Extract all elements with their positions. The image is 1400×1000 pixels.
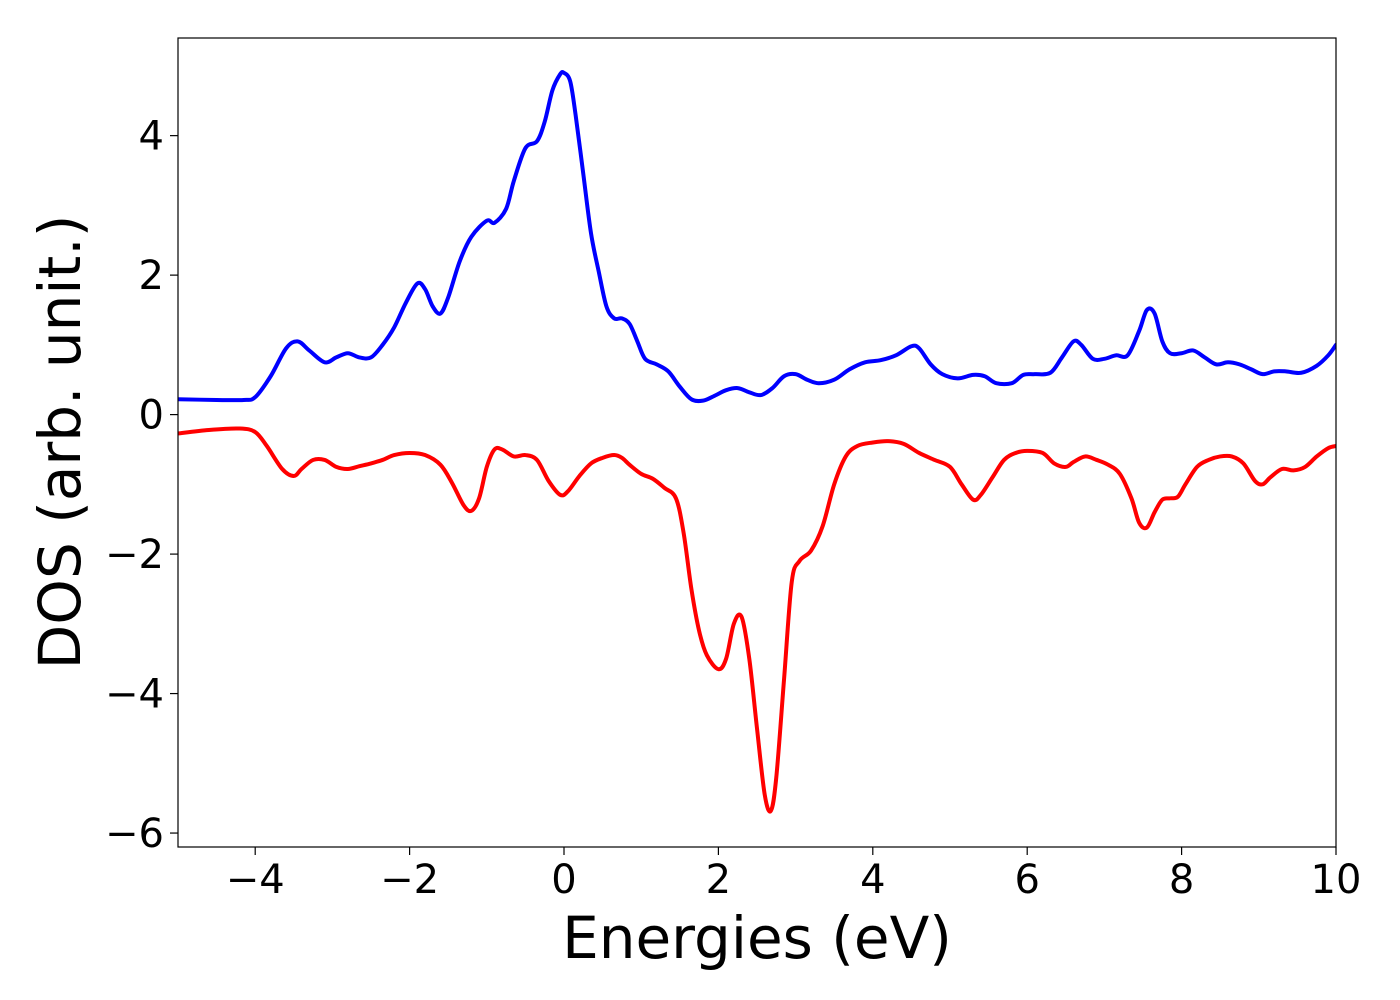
- y-tick-label: −2: [105, 532, 164, 578]
- x-tick-label: 6: [1014, 857, 1039, 903]
- x-tick-label: 8: [1169, 857, 1194, 903]
- x-axis-ticks: −4 −2 0 2 4 6 8 10: [226, 847, 1362, 903]
- y-tick-label: 2: [139, 253, 164, 299]
- x-tick-label: 4: [860, 857, 885, 903]
- y-tick-label: −6: [105, 811, 164, 857]
- y-axis-label: DOS (arb. unit.): [26, 215, 94, 670]
- x-axis-label: Energies (eV): [562, 904, 952, 972]
- x-tick-label: −4: [226, 857, 285, 903]
- series-layer: [178, 70, 1336, 814]
- series-line-1: [178, 70, 1336, 404]
- x-tick-label: 2: [706, 857, 731, 903]
- plot-frame: [177, 37, 1337, 848]
- x-tick-label: −2: [380, 857, 439, 903]
- y-tick-label: 4: [139, 114, 164, 160]
- x-tick-label: 0: [551, 857, 576, 903]
- x-tick-label: 10: [1311, 857, 1362, 903]
- y-tick-label: −4: [105, 672, 164, 718]
- series-line-2: [178, 426, 1336, 814]
- y-axis-ticks: −6 −4 −2 0 2 4: [105, 114, 178, 857]
- y-tick-label: 0: [139, 393, 164, 439]
